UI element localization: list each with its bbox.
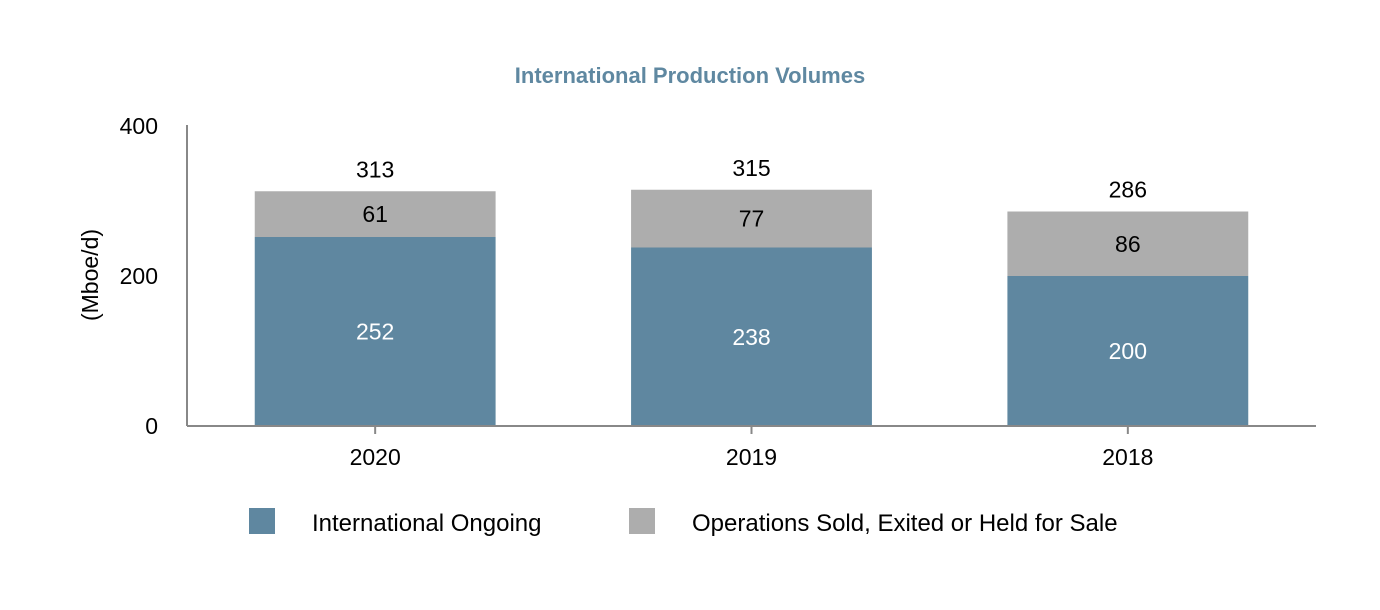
bar-segment bbox=[1007, 276, 1249, 426]
legend-swatch bbox=[249, 508, 275, 534]
y-tick-label: 400 bbox=[120, 113, 158, 139]
y-tick-label: 200 bbox=[120, 263, 158, 289]
total-label: 313 bbox=[356, 156, 394, 182]
x-tick-label: 2018 bbox=[1102, 444, 1153, 470]
total-label: 315 bbox=[732, 155, 770, 181]
total-label: 286 bbox=[1109, 177, 1147, 203]
bar-segment bbox=[631, 189, 872, 248]
data-label: 61 bbox=[362, 201, 388, 227]
bars: 252 61 313 238 77 315 200 86 286 bbox=[254, 155, 1249, 426]
y-axis-label: (Mboe/d) bbox=[77, 229, 103, 321]
data-label: 200 bbox=[1109, 338, 1147, 364]
x-axis-ticks: 2020 2019 2018 bbox=[350, 426, 1153, 470]
x-tick-label: 2020 bbox=[350, 444, 401, 470]
data-label: 252 bbox=[356, 319, 394, 345]
legend-label: Operations Sold, Exited or Held for Sale bbox=[692, 510, 1118, 537]
legend-swatch bbox=[629, 508, 655, 534]
bar-segment bbox=[631, 247, 872, 426]
chart-title: International Production Volumes bbox=[515, 63, 865, 88]
data-label: 86 bbox=[1115, 231, 1141, 257]
y-tick-label: 0 bbox=[145, 413, 158, 439]
x-tick-label: 2019 bbox=[726, 444, 777, 470]
bar-segment bbox=[254, 191, 496, 237]
legend: International Ongoing Operations Sold, Ex… bbox=[249, 508, 1118, 537]
y-axis-ticks: 0 200 400 bbox=[120, 113, 158, 439]
legend-label: International Ongoing bbox=[312, 510, 542, 537]
bar-segment bbox=[1007, 211, 1249, 276]
data-label: 77 bbox=[739, 206, 765, 232]
bar-segment bbox=[254, 237, 496, 426]
data-label: 238 bbox=[732, 324, 770, 350]
